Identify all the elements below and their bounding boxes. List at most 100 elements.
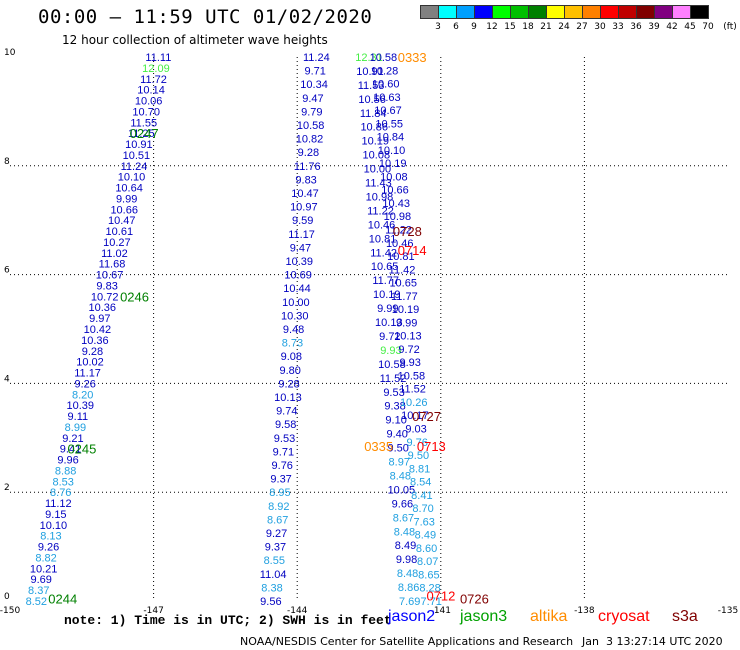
data-point-label: 9.10 [385,415,406,427]
legend-swatch [690,5,709,19]
data-point-label: 8.49 [395,540,416,552]
data-point-label: 9.72 [379,331,400,343]
data-point-label: 10.05 [388,484,416,496]
data-point-label: 10.19 [379,158,407,170]
data-point-label: 10.43 [382,198,410,210]
data-point-label: 11.53 [358,80,385,92]
time-label: 0712 [426,589,455,604]
satellite-s3a: s3a [672,608,698,625]
data-point-label: 10.58 [378,359,406,371]
data-point-label: 10.61 [106,226,134,238]
time-label: 0714 [398,243,427,258]
data-point-label: 10.91 [356,66,384,78]
data-point-label: 7.69 [399,596,420,608]
data-point-label: 7.71 [421,596,442,608]
x-tick-label: -147 [143,606,163,616]
data-point-label: 11.77 [391,291,418,303]
legend-label: 42 [666,22,678,32]
data-point-label: 10.82 [296,134,324,146]
data-point-label: 8.13 [40,531,61,543]
data-point-label: 10.19 [392,304,420,316]
data-point-label: 10.13 [375,317,403,329]
time-label: 0246 [120,289,149,304]
data-point-label: 11.22 [385,224,412,236]
y-tick-label: 4 [4,374,10,384]
data-point-label: 10.30 [281,310,309,322]
data-point-label: 10.84 [377,132,405,144]
data-point-label: 9.93 [380,345,401,357]
data-point-label: 10.27 [103,237,131,249]
data-point-label: 8.67 [393,512,414,524]
color-scale-labels: 3 6 9 12 15 18 21 24 27 30 33 36 39 42 45 70 (ft) [420,22,740,34]
data-point-label: 8.65 [418,569,439,581]
y-tick-label: 2 [4,483,10,493]
data-point-label: 8.28 [419,583,440,595]
data-point-label: 9.26 [74,378,95,390]
data-point-label: 11.84 [360,108,387,120]
data-point-label: 9.37 [265,542,286,554]
data-point-label: 8.52 [26,596,47,608]
data-point-label: 9.37 [270,474,291,486]
data-point-label: 10.14 [137,85,165,97]
data-point-label: 9.83 [295,174,316,186]
data-point-label: 10.64 [115,183,143,195]
data-point-label: 9.66 [392,498,413,510]
data-point-label: 10.10 [378,145,406,157]
data-point-label: 10.06 [135,96,163,108]
y-tick-label: 10 [4,48,16,58]
data-point-label: 8.70 [412,503,433,515]
data-point-label: 10.17 [401,410,429,422]
data-point-label: 9.26 [38,542,59,554]
time-label: 0727 [412,409,441,424]
data-point-label: 9.41 [60,444,81,456]
data-point-label: 10.13 [394,331,422,343]
x-tick-label: -150 [0,606,20,616]
data-point-label: 9.76 [407,437,428,449]
data-point-label: 10.00 [364,164,392,176]
data-point-label: 10.58 [398,370,426,382]
data-point-label: 10.70 [132,106,160,118]
data-point-label: 9.03 [405,424,426,436]
data-point-label: 9.79 [301,106,322,118]
satellite-jason2: jason2 [388,608,436,625]
data-point-label: 9.99 [396,317,417,329]
data-point-label: 9.11 [68,411,89,423]
data-point-label: 8.38 [261,582,282,594]
legend-label: 24 [558,22,570,32]
data-point-label: 11.02 [101,248,128,260]
legend-label: 30 [594,22,606,32]
data-point-label: 9.38 [384,401,405,413]
data-point-label: 8.97 [389,457,410,469]
data-point-label: 8.20 [72,389,93,401]
data-point-label: 9.15 [45,509,66,521]
data-point-label: 9.71 [273,446,294,458]
data-point-label: 8.53 [52,476,73,488]
data-point-label: 10.63 [373,92,401,104]
data-point-label: 9.21 [62,433,83,445]
data-point-label: 10.19 [361,136,389,148]
legend-label: 33 [612,22,624,32]
data-point-label: 11.42 [370,247,397,259]
data-point-label: 8.48 [397,568,418,580]
data-point-label: 10.65 [371,261,399,273]
data-point-label: 8.67 [267,514,288,526]
data-point-label: 10.86 [360,122,388,134]
data-point-label: 12.31 [355,52,383,64]
data-point-label: 10.56 [358,94,386,106]
data-point-label: 10.19 [373,289,401,301]
satellite-cryosat: cryosat [598,608,650,625]
data-point-label: 11.17 [74,368,101,380]
data-point-label: 12.09 [142,63,170,75]
x-tick-label: -138 [574,606,595,616]
data-point-label: 11.17 [288,229,315,241]
data-point-label: 10.21 [30,563,58,575]
data-point-label: 9.28 [82,346,103,358]
data-point-label: 10.98 [384,211,412,223]
data-point-label: 8.86 [398,582,419,594]
data-point-label: 10.51 [123,150,151,162]
data-point-label: 10.39 [286,256,314,268]
data-point-label: 10.42 [84,324,112,336]
data-point-label: 10.46 [368,219,396,231]
time-label: 0335 [364,439,393,454]
data-point-label: 8.81 [409,463,430,475]
